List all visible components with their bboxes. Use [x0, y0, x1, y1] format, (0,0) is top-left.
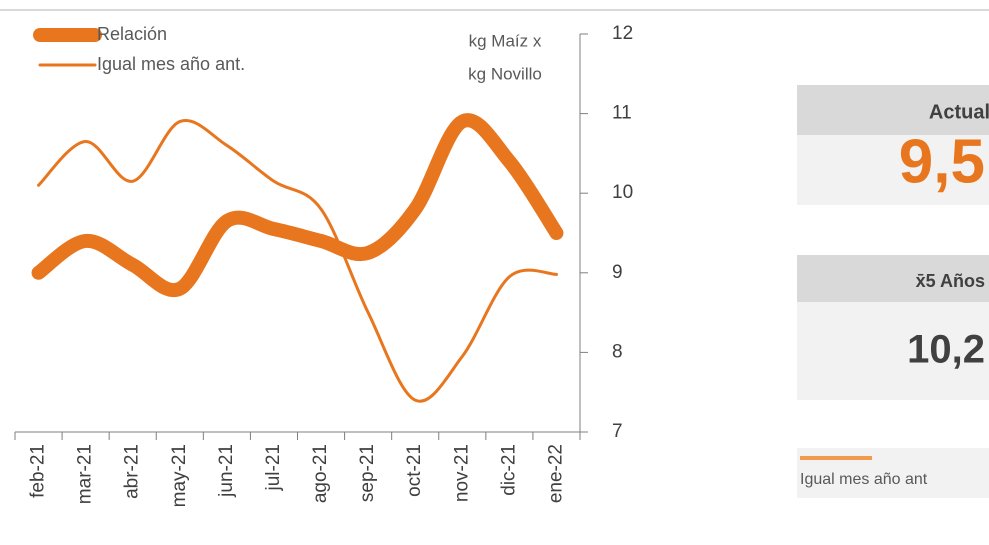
x-tick-label: mar-21 [75, 444, 96, 504]
y-tick-label: 10 [612, 182, 633, 203]
y-tick-label: 7 [612, 421, 623, 442]
y-tick-label: 8 [612, 341, 623, 362]
x-tick-label: jun-21 [216, 444, 237, 498]
panel-value: 10,2 [907, 328, 985, 372]
x-tick-label: dic-21 [498, 444, 519, 496]
x-tick-label: abr-21 [122, 444, 143, 499]
panel-legend-text: Igual mes año ant [800, 471, 928, 488]
y-tick-label: 11 [612, 103, 632, 124]
y-tick-label: 12 [612, 23, 633, 44]
panel-header-bg [797, 255, 989, 302]
x-tick-label: ene-22 [545, 444, 566, 503]
x-tick-label: may-21 [169, 444, 190, 507]
panel-body-bg [797, 302, 989, 400]
axis-label: kg Novillo [468, 64, 542, 83]
panel-header: Actual [929, 101, 989, 123]
series-line [31, 113, 564, 298]
panel-header-bg [797, 85, 989, 135]
panel-body-bg [797, 135, 989, 205]
x-tick-label: oct-21 [404, 444, 425, 497]
legend-label: Igual mes año ant. [97, 54, 245, 74]
y-tick-label: 9 [612, 262, 623, 283]
x-tick-label: nov-21 [451, 444, 472, 502]
x-tick-label: jul-21 [263, 444, 284, 491]
x-tick-label: sep-21 [357, 444, 378, 502]
axis-label: kg Maíz x [469, 31, 542, 50]
legend-label: Relación [97, 24, 167, 44]
x-tick-label: ago-21 [310, 444, 331, 503]
x-tick-label: feb-21 [28, 444, 49, 498]
series-line [37, 118, 558, 403]
panel-value: 9,5 [899, 127, 985, 196]
panel-header: x̄5 Años [916, 271, 985, 291]
